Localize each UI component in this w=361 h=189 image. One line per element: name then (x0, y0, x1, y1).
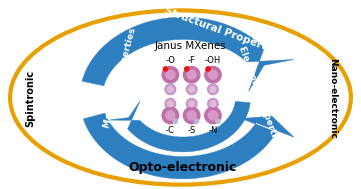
Circle shape (206, 67, 210, 71)
Circle shape (168, 101, 173, 107)
Text: Electronic Properties: Electronic Properties (237, 45, 282, 149)
Circle shape (208, 111, 217, 120)
Circle shape (210, 86, 216, 92)
Circle shape (208, 98, 218, 109)
Circle shape (208, 70, 217, 79)
Circle shape (194, 119, 199, 123)
Circle shape (185, 67, 189, 71)
Circle shape (183, 107, 200, 124)
Circle shape (165, 84, 176, 95)
Circle shape (165, 98, 176, 109)
Circle shape (208, 84, 218, 95)
Circle shape (164, 67, 168, 71)
Ellipse shape (10, 10, 351, 185)
Circle shape (189, 86, 195, 92)
Circle shape (173, 119, 177, 123)
Text: Structural Properties: Structural Properties (163, 5, 284, 57)
Circle shape (166, 70, 175, 79)
Circle shape (162, 107, 179, 124)
Circle shape (183, 67, 200, 83)
Text: Magnetic Properties: Magnetic Properties (102, 27, 138, 129)
Circle shape (205, 107, 221, 124)
Text: -F: -F (188, 56, 196, 65)
Circle shape (205, 67, 221, 83)
Text: -C: -C (166, 125, 175, 135)
Circle shape (216, 119, 220, 123)
Circle shape (186, 98, 197, 109)
Text: Spintronic: Spintronic (25, 69, 35, 127)
Circle shape (186, 84, 197, 95)
Circle shape (166, 111, 175, 120)
Circle shape (210, 101, 216, 107)
Circle shape (162, 67, 179, 83)
Circle shape (168, 86, 173, 92)
PathPatch shape (108, 101, 250, 152)
Circle shape (187, 70, 196, 79)
Text: Nano-electronic: Nano-electronic (329, 58, 338, 138)
PathPatch shape (82, 17, 294, 91)
Circle shape (187, 111, 196, 120)
Text: -OH: -OH (205, 56, 221, 65)
Text: Janus MXenes: Janus MXenes (155, 41, 227, 51)
PathPatch shape (83, 113, 294, 179)
Text: -O: -O (165, 56, 175, 65)
Text: Opto-electronic: Opto-electronic (129, 161, 237, 174)
Text: -S: -S (187, 125, 196, 135)
Circle shape (189, 101, 195, 107)
Text: -N: -N (208, 125, 218, 135)
